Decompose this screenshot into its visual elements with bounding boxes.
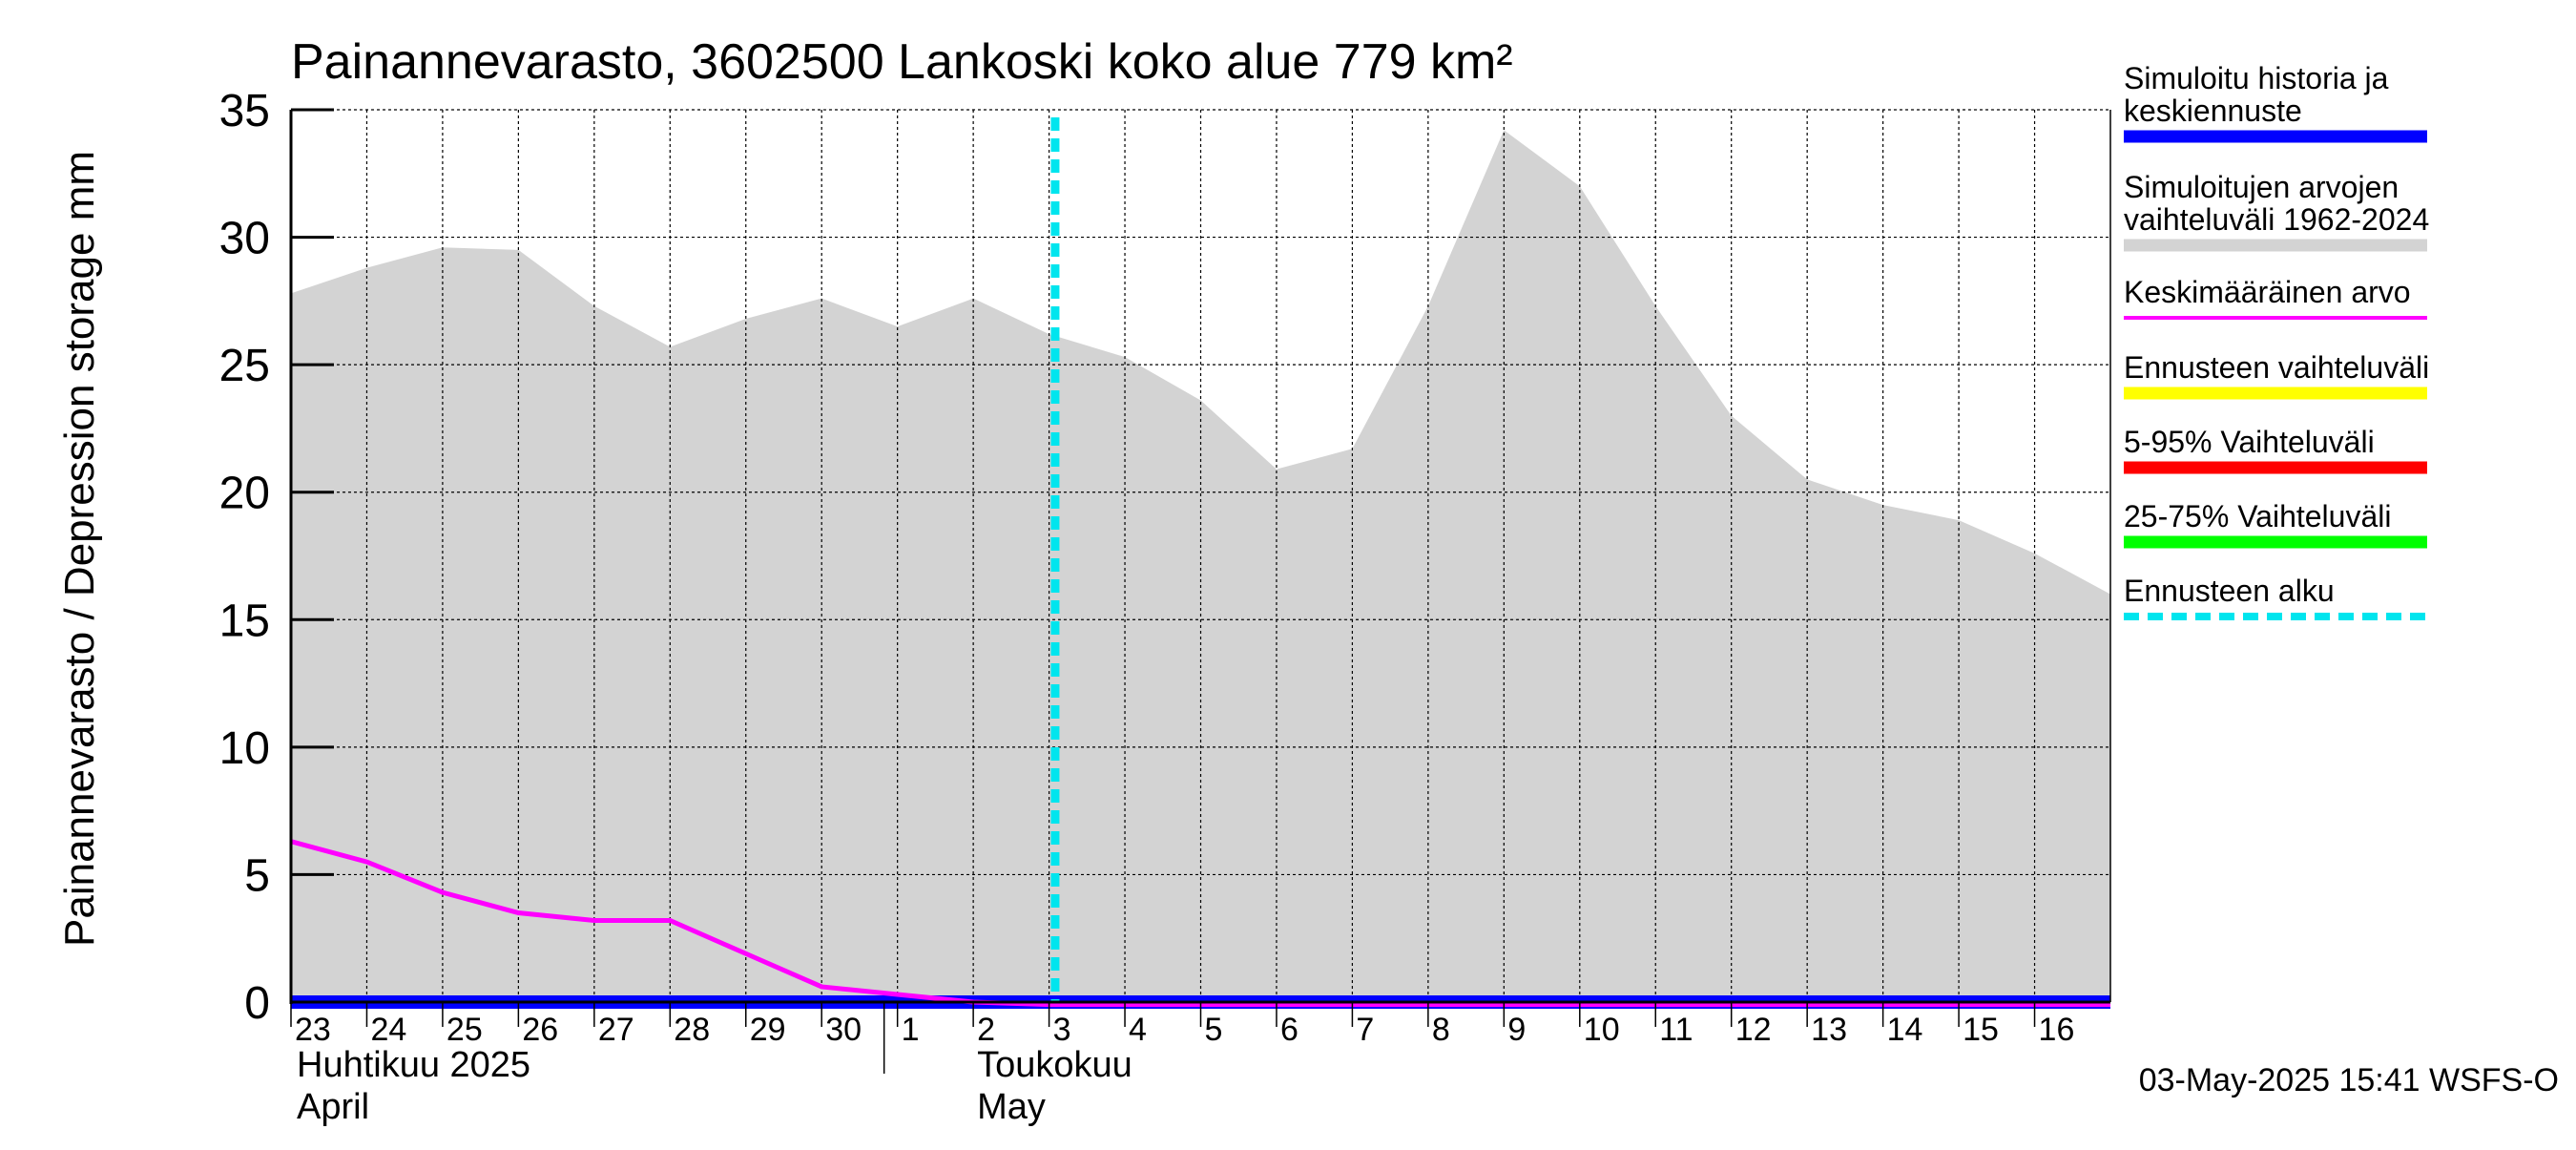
x-tick-label: 26 [522,1012,558,1048]
x-tick-label: 27 [598,1012,634,1048]
x-tick-label: 30 [825,1012,862,1048]
x-tick-label: 4 [1129,1012,1147,1048]
x-tick-label: 12 [1735,1012,1772,1048]
x-tick-label: 10 [1584,1012,1620,1048]
x-tick-label: 5 [1205,1012,1223,1048]
x-tick-label: 9 [1507,1012,1526,1048]
x-tick-label: 14 [1887,1012,1923,1048]
chart-title: Painannevarasto, 3602500 Lankoski koko a… [291,34,1513,90]
timestamp: 03-May-2025 15:41 WSFS-O [2139,1062,2559,1098]
x-tick-label: 13 [1811,1012,1847,1048]
legend-label: Ennusteen vaihteluväli [2124,350,2429,385]
legend-label: keskiennuste [2124,94,2302,128]
x-tick-label: 28 [674,1012,710,1048]
x-tick-label: 11 [1659,1012,1693,1048]
x-tick-label: 7 [1356,1012,1374,1048]
x-tick-label: 29 [750,1012,786,1048]
legend-label: 5-95% Vaihteluväli [2124,425,2375,459]
month-label-en: May [977,1087,1046,1127]
legend-item: Keskimääräinen arvo [2124,275,2427,320]
x-tick-label: 23 [295,1012,331,1048]
y-tick-label: 5 [244,850,270,901]
x-tick-label: 8 [1432,1012,1450,1048]
legend-label: vaihteluväli 1962-2024 [2124,202,2429,237]
y-tick-label: 25 [219,341,270,391]
y-tick-label: 15 [219,596,270,646]
legend-label: Simuloitujen arvojen [2124,170,2399,204]
legend-item: 25-75% Vaihteluväli [2124,499,2427,549]
legend-item: 5-95% Vaihteluväli [2124,425,2427,474]
month-label-fi: Huhtikuu 2025 [297,1045,530,1085]
x-tick-label: 24 [370,1012,406,1048]
y-tick-label: 30 [219,214,270,264]
x-tick-label: 15 [1963,1012,1999,1048]
month-label-en: April [297,1087,369,1127]
x-tick-label: 6 [1280,1012,1298,1048]
legend-item: Ennusteen vaihteluväli [2124,350,2429,400]
x-tick-label: 2 [977,1012,995,1048]
legend-item: Ennusteen alku [2124,574,2427,620]
legend-label: Simuloitu historia ja [2124,61,2389,95]
x-tick-label: 25 [447,1012,483,1048]
y-axis-label: Painannevarasto / Depression storage mm [56,151,103,947]
legend-label: Keskimääräinen arvo [2124,275,2411,309]
y-tick-label: 20 [219,469,270,519]
y-tick-label: 35 [219,86,270,136]
y-tick-label: 0 [244,978,270,1029]
x-tick-label: 1 [902,1012,920,1048]
x-tick-label: 3 [1053,1012,1071,1048]
legend: Simuloitu historia jakeskiennusteSimuloi… [2124,61,2429,620]
y-tick-label: 10 [219,723,270,774]
range-area [291,130,2110,1002]
month-label-fi: Toukokuu [977,1045,1132,1085]
legend-label: Ennusteen alku [2124,574,2335,608]
legend-label: 25-75% Vaihteluväli [2124,499,2391,533]
x-tick-label: 16 [2039,1012,2075,1048]
